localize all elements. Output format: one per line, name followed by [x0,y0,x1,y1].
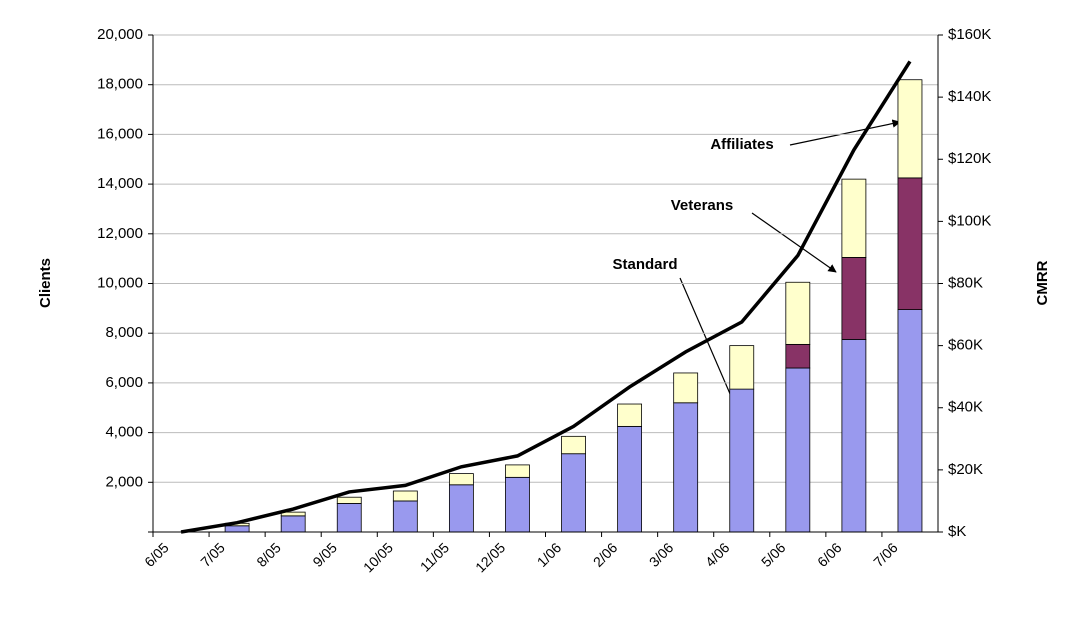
y2-tick-label: $40K [948,399,983,416]
y-tick-label: 18,000 [97,76,143,93]
x-tick-label: 3/06 [646,539,677,570]
y-tick-label: 12,000 [97,225,143,242]
bar-segment [617,425,643,533]
x-tick-label: 10/05 [360,539,396,575]
bar-segment [561,453,586,533]
y2-tick-label: $K [948,523,966,540]
bar-segment [448,473,474,486]
x-tick-label: 4/06 [702,539,733,570]
x-tick-label: 2/06 [590,539,621,570]
y2-tick-label: $100K [948,212,991,229]
bar-segment [336,503,362,533]
x-tick-label: 9/05 [309,539,340,570]
bar-segment [729,388,755,533]
bar-segment [448,484,474,533]
bar-segment [673,402,699,533]
x-tick-label: 7/05 [197,539,228,570]
bar-segment [392,500,418,533]
bar-segment [336,496,362,504]
y-tick-label: 14,000 [97,175,143,192]
bar-segment [841,178,867,258]
bar-segment [280,511,306,517]
y2-tick-label: $120K [948,150,991,167]
arrow [789,119,901,146]
bar-segment [392,490,418,502]
y-axis-label: Clients [37,258,54,308]
bar-segment [224,525,250,533]
x-tick-label: 7/06 [870,539,901,570]
bar-segment [505,476,530,533]
bar-segment [841,339,867,533]
y2-tick-label: $20K [948,461,983,478]
y-tick-label: 8,000 [105,324,143,341]
y-tick-label: 6,000 [105,374,143,391]
line [180,60,912,534]
y2-tick-label: $80K [948,274,983,291]
x-tick-label: 6/05 [141,539,172,570]
bar-segment [729,345,755,390]
x-tick-label: 12/05 [472,539,508,575]
bar-segment [561,435,586,455]
arrow [679,277,738,411]
x-tick-label: 5/06 [758,539,789,570]
annotation: Affiliates [710,136,773,153]
arrow [751,212,837,273]
bar-segment [617,403,643,427]
y2-tick-label: $160K [948,26,991,43]
bar-segment [505,464,530,478]
y2-axis-label: CMRR [1034,260,1051,305]
x-tick-label: 11/05 [417,539,453,575]
bar-segment [897,79,923,179]
bar-segment [673,372,699,404]
x-tick-label: 6/06 [814,539,845,570]
bar-segment [785,367,811,533]
bar-segment [785,281,811,345]
y2-tick-label: $60K [948,337,983,354]
bar-segment [897,177,923,310]
y-tick-label: 4,000 [105,424,143,441]
y2-tick-label: $140K [948,88,991,105]
x-tick-label: 8/05 [253,539,284,570]
annotation: Veterans [671,197,734,214]
bar-segment [841,257,867,340]
bar-segment [785,343,811,369]
y-tick-label: 2,000 [105,473,143,490]
y-tick-label: 16,000 [97,125,143,142]
bar-segment [280,515,306,533]
bar-segment [897,309,923,533]
x-tick-label: 1/06 [534,539,565,570]
y-tick-label: 20,000 [97,26,143,43]
y-tick-label: 10,000 [97,274,143,291]
annotation: Standard [612,256,677,273]
